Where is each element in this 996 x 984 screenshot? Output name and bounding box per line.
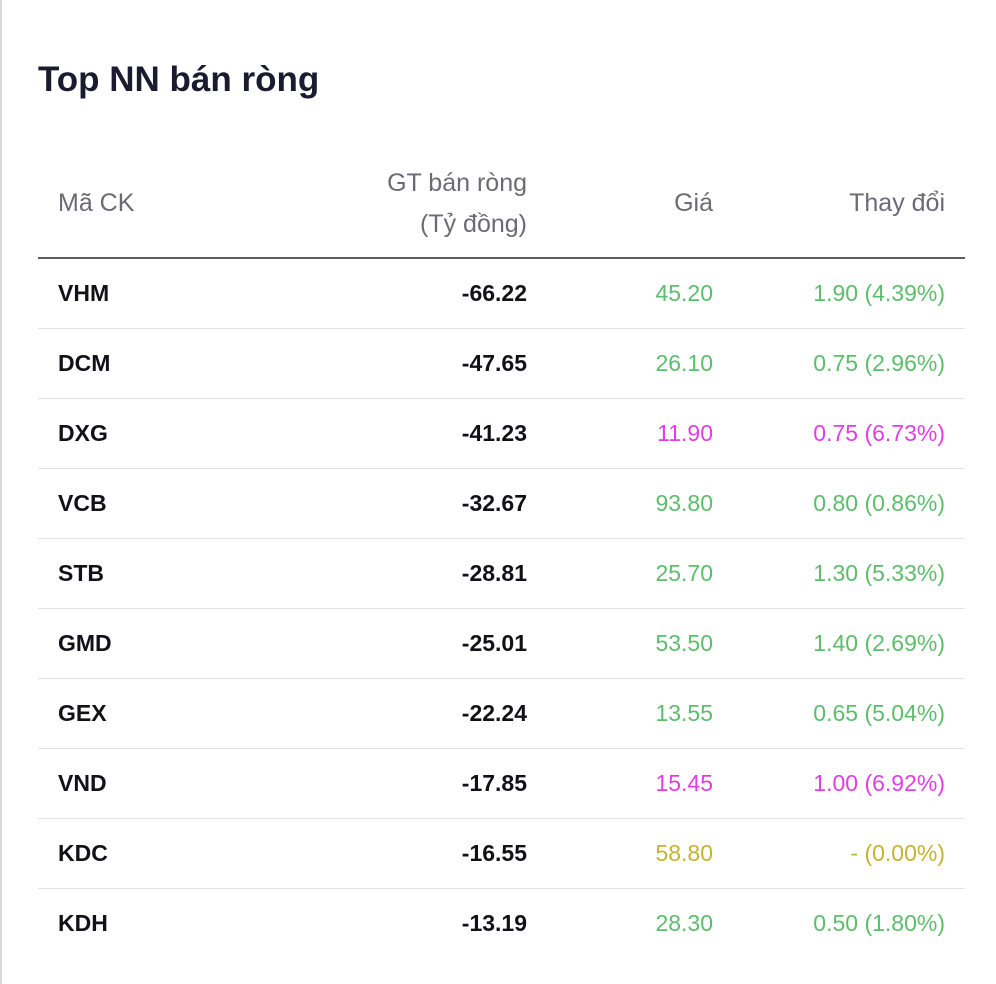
price: 25.70 xyxy=(655,560,713,586)
stock-code[interactable]: GEX xyxy=(58,700,107,726)
table-header: Mã CK GT bán ròng (Tỷ đồng) Giá Thay đổi xyxy=(38,150,965,259)
price-change: 0.50 (1.80%) xyxy=(813,910,945,936)
stock-code[interactable]: KDH xyxy=(58,910,108,936)
net-sell-value: -22.24 xyxy=(461,700,527,726)
stock-code[interactable]: GMD xyxy=(58,630,112,656)
price-change: 1.00 (6.92%) xyxy=(813,770,945,796)
table-row[interactable]: DCM -47.65 26.10 0.75 (2.96%) xyxy=(38,329,965,399)
table-row[interactable]: VND -17.85 15.45 1.00 (6.92%) xyxy=(38,749,965,819)
price: 26.10 xyxy=(655,350,713,376)
net-sell-value: -28.81 xyxy=(461,560,527,586)
price: 28.30 xyxy=(655,910,713,936)
stock-code[interactable]: STB xyxy=(58,560,104,586)
price: 11.90 xyxy=(657,420,713,446)
stock-code[interactable]: VHM xyxy=(58,280,110,306)
net-sell-value: -25.01 xyxy=(461,630,527,656)
stock-code[interactable]: KDC xyxy=(58,840,108,866)
table-row[interactable]: VHM -66.22 45.20 1.90 (4.39%) xyxy=(38,259,965,329)
table-row[interactable]: KDH -13.19 28.30 0.50 (1.80%) xyxy=(38,889,965,958)
price: 93.80 xyxy=(655,490,713,516)
column-header-change: Thay đổi xyxy=(849,189,945,217)
net-sell-value: -13.19 xyxy=(461,910,527,936)
table-row[interactable]: STB -28.81 25.70 1.30 (5.33%) xyxy=(38,539,965,609)
stock-code[interactable]: VCB xyxy=(58,490,107,516)
price-change: 0.80 (0.86%) xyxy=(813,490,945,516)
column-header-net-sell-value-line2: (Tỷ đồng) xyxy=(420,209,527,238)
price: 45.20 xyxy=(655,280,713,306)
column-header-price: Giá xyxy=(674,189,713,217)
price: 13.55 xyxy=(655,700,713,726)
price-change: 1.90 (4.39%) xyxy=(813,280,945,306)
price-change: 0.65 (5.04%) xyxy=(813,700,945,726)
price: 53.50 xyxy=(655,630,713,656)
price-change: 0.75 (2.96%) xyxy=(813,350,945,376)
price: 58.80 xyxy=(655,840,713,866)
price: 15.45 xyxy=(655,770,713,796)
stock-code[interactable]: DXG xyxy=(58,420,108,446)
net-sell-value: -32.67 xyxy=(461,490,527,516)
net-sell-value: -47.65 xyxy=(461,350,527,376)
price-change: 1.40 (2.69%) xyxy=(813,630,945,656)
table-body: VHM -66.22 45.20 1.90 (4.39%) DCM -47.65… xyxy=(38,259,965,958)
net-sell-value: -41.23 xyxy=(461,420,527,446)
stock-code[interactable]: DCM xyxy=(58,350,111,376)
table-row[interactable]: GEX -22.24 13.55 0.65 (5.04%) xyxy=(38,679,965,749)
panel-left-border xyxy=(0,0,2,984)
price-change: 1.30 (5.33%) xyxy=(813,560,945,586)
table-row[interactable]: KDC -16.55 58.80 - (0.00%) xyxy=(38,819,965,889)
net-sell-value: -66.22 xyxy=(461,280,527,306)
column-header-net-sell-value: GT bán ròng (Tỷ đồng) xyxy=(387,150,527,257)
column-header-code: Mã CK xyxy=(58,189,135,217)
panel-title: Top NN bán ròng xyxy=(38,60,320,99)
price-change: - (0.00%) xyxy=(850,840,945,866)
net-sell-value: -17.85 xyxy=(461,770,527,796)
net-sell-value: -16.55 xyxy=(461,840,527,866)
column-header-net-sell-value-line1: GT bán ròng xyxy=(387,168,527,197)
table-row[interactable]: GMD -25.01 53.50 1.40 (2.69%) xyxy=(38,609,965,679)
stock-code[interactable]: VND xyxy=(58,770,107,796)
table-row[interactable]: DXG -41.23 11.90 0.75 (6.73%) xyxy=(38,399,965,469)
price-change: 0.75 (6.73%) xyxy=(813,420,945,446)
table-row[interactable]: VCB -32.67 93.80 0.80 (0.86%) xyxy=(38,469,965,539)
